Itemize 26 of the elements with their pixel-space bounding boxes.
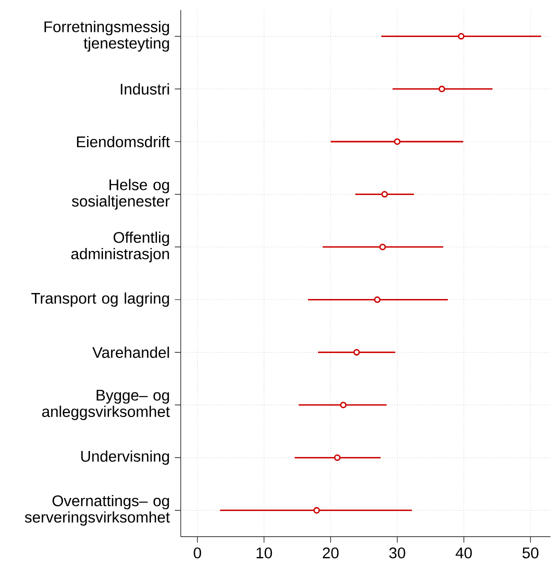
y-tick-label: Varehandel [92,346,169,358]
y-tick-label: Forretningsmessig tjenesteyting [44,20,169,52]
x-tick-label: 0 [194,547,201,558]
y-tick-label: Undervisning [81,450,169,465]
point [374,296,380,303]
y-tick-label: Helse og sosialtjenester [72,178,170,210]
y-tick-label: Transport og lagring [31,292,169,307]
point [313,507,320,514]
point [379,244,386,250]
point [334,454,340,461]
point [458,33,464,40]
point [438,86,445,92]
point [381,191,388,198]
y-tick-label: Bygge– og anleggsvirksomhet [42,390,170,420]
x-tick-label: 50 [522,547,538,558]
y-tick-label: Offentlig administrasjon [71,232,169,262]
point [353,349,360,356]
x-tick-label: 10 [256,547,272,558]
x-tick-label: 40 [455,547,472,558]
y-tick-label: Eiendomsdrift [76,136,170,148]
x-tick-label: 30 [389,547,405,558]
x-tick-label: 20 [322,547,338,558]
y-tick-label: Overnattings– og serveringsvirksomhet [24,494,170,526]
y-tick-label: Industri [120,83,169,95]
point [394,138,400,145]
point [340,402,346,408]
